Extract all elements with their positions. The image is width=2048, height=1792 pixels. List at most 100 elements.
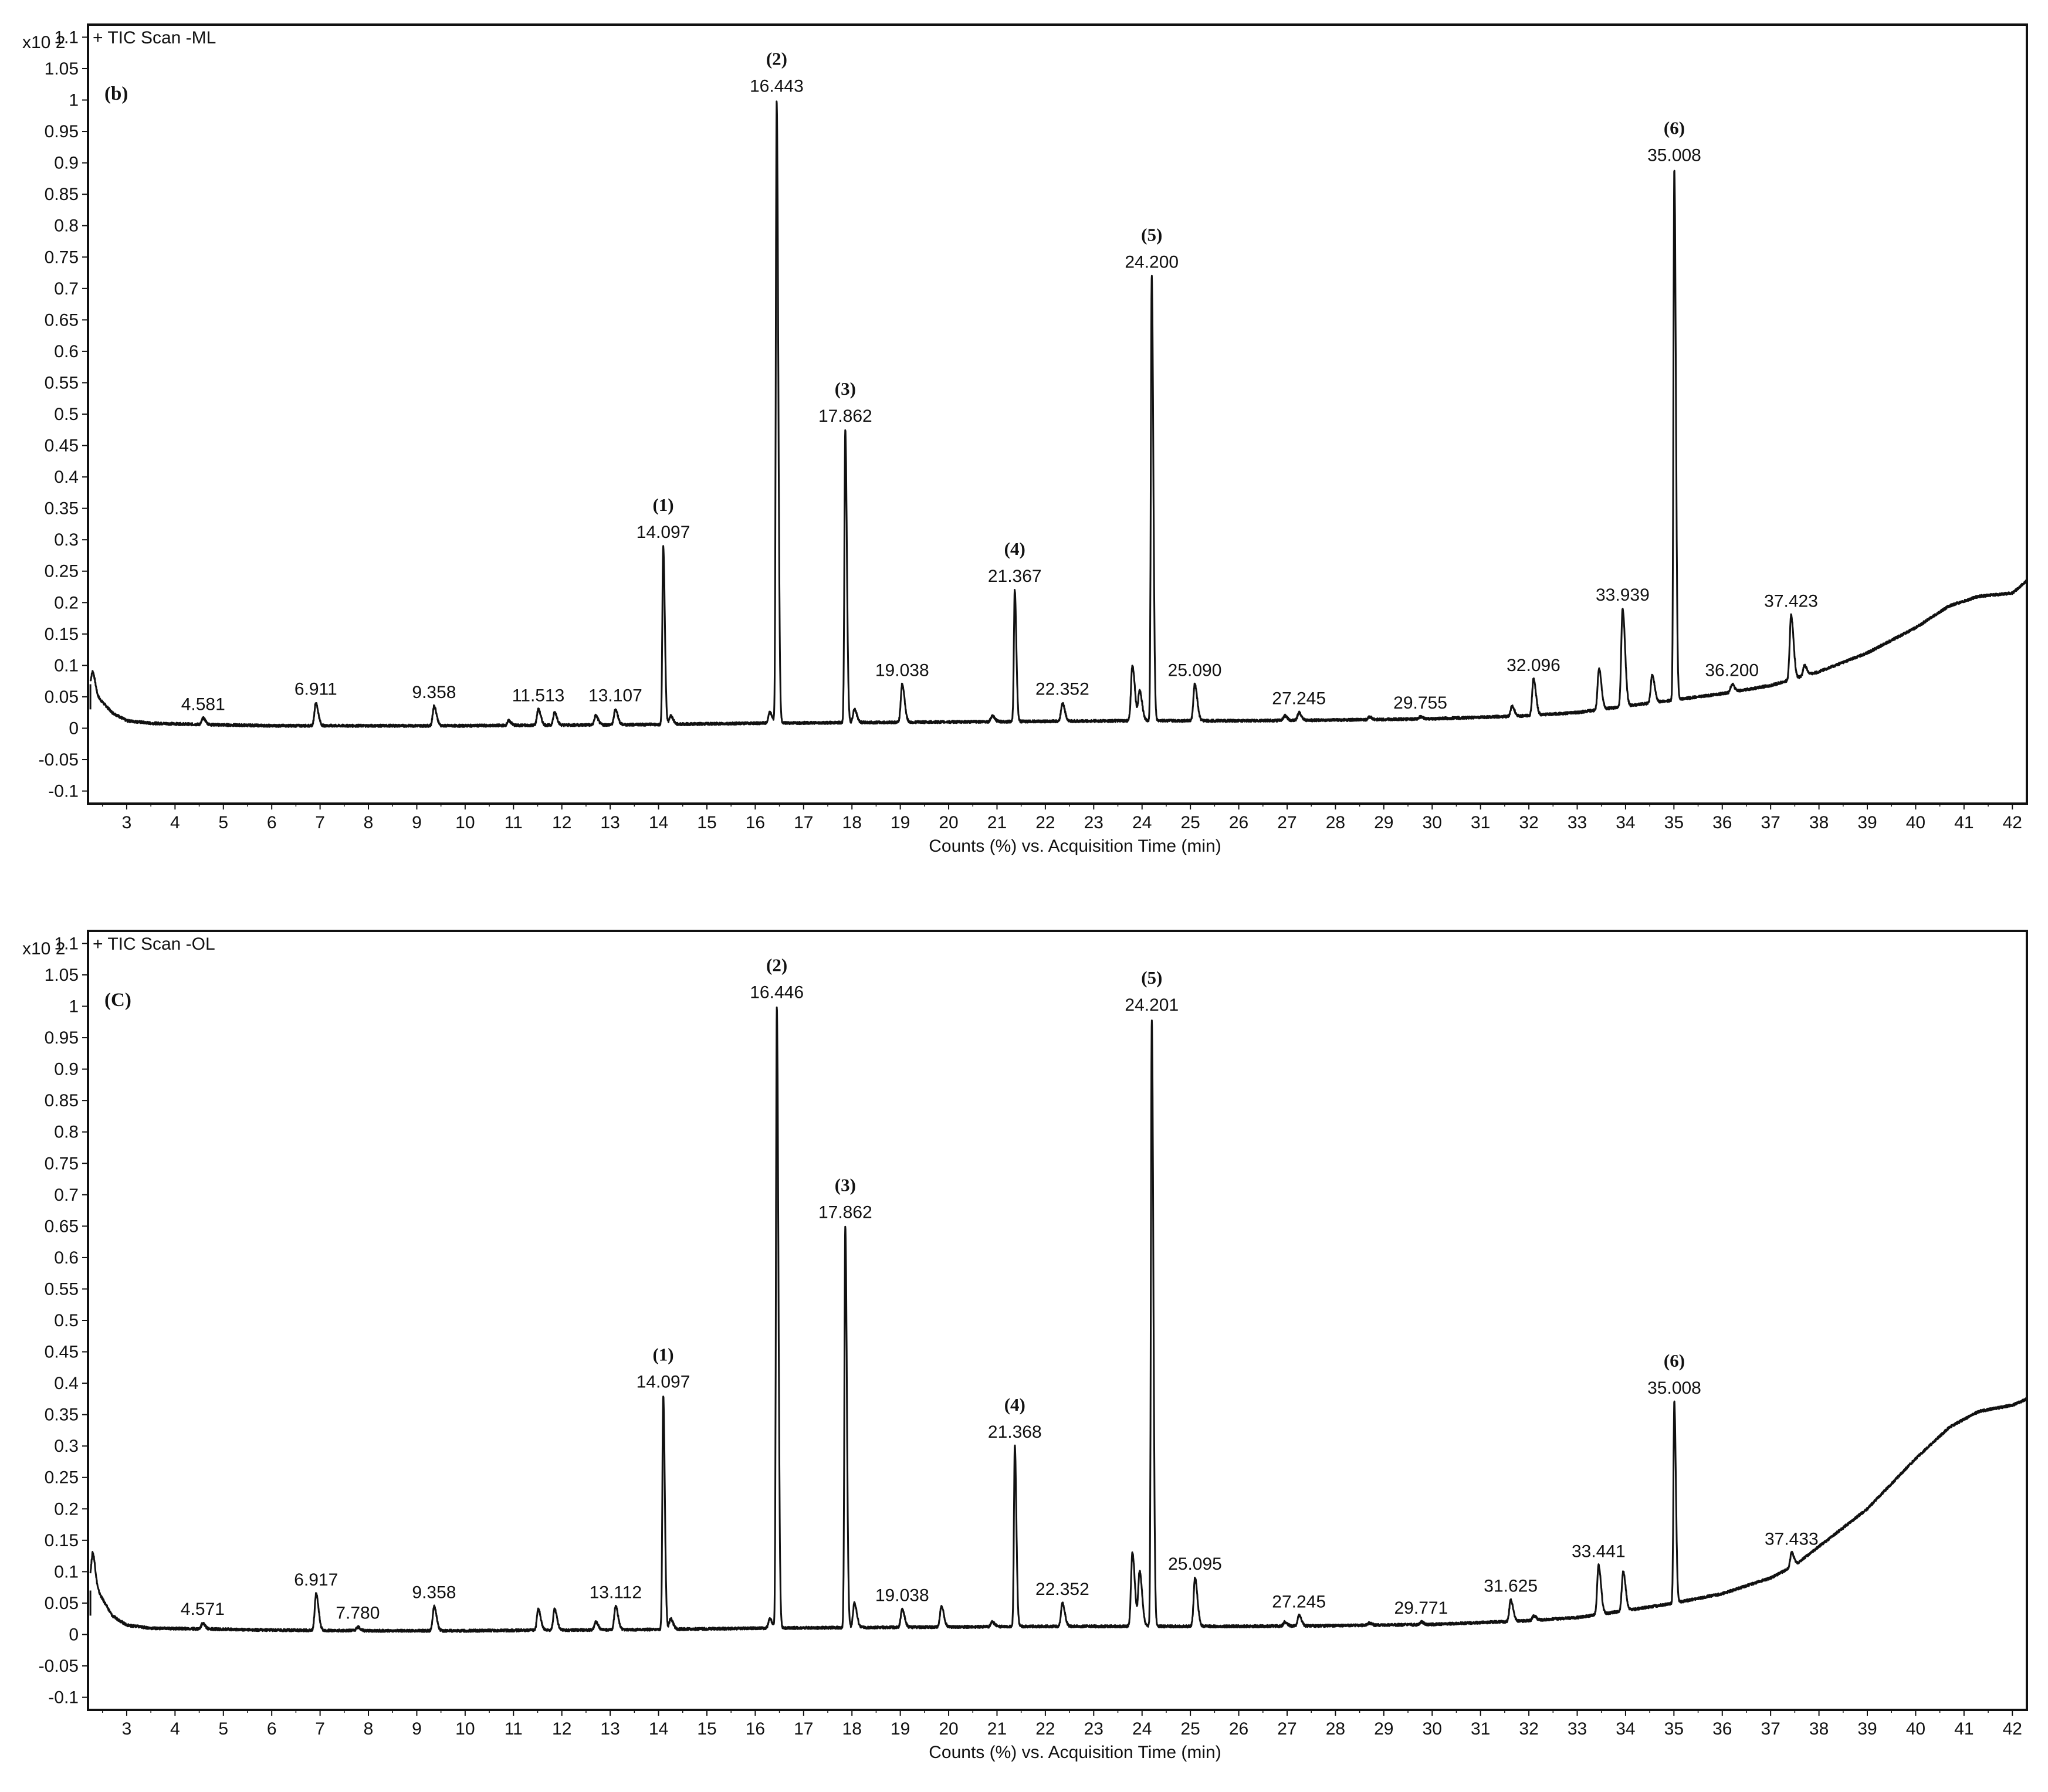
y-tick-label: 0.65 <box>45 1217 79 1236</box>
x-tick-label: 19 <box>891 1719 910 1739</box>
x-tick-label: 17 <box>794 1719 813 1739</box>
peak-label: 11.513 <box>512 686 565 705</box>
peak-label: 17.862 <box>818 1202 872 1222</box>
x-tick-label: 9 <box>412 1719 422 1739</box>
peak-label: 16.446 <box>750 983 804 1002</box>
y-tick-label: 0.75 <box>45 1154 79 1173</box>
peak-label: 9.358 <box>412 1583 456 1602</box>
y-tick-label: 0.6 <box>54 342 79 361</box>
peak-label: 37.423 <box>1764 592 1818 611</box>
x-tick-label: 4 <box>170 1719 180 1739</box>
x-tick-label: 36 <box>1712 1719 1732 1739</box>
peak-label: 4.571 <box>181 1600 225 1619</box>
x-tick-label: 34 <box>1616 813 1635 832</box>
peak-id-label: (5) <box>1141 967 1162 988</box>
peak-label: 21.368 <box>988 1422 1042 1442</box>
peak-label: 6.917 <box>294 1570 338 1590</box>
y-tick-label: 0.2 <box>54 593 79 612</box>
x-tick-label: 33 <box>1568 1719 1587 1739</box>
y-tick-label: 0.9 <box>54 1060 79 1079</box>
x-tick-label: 8 <box>364 1719 374 1739</box>
y-tick-label: 1.1 <box>54 28 79 47</box>
x-tick-label: 15 <box>697 813 716 832</box>
tic-trace <box>89 1006 2028 1633</box>
y-tick-label: 0.5 <box>54 405 79 424</box>
x-tick-label: 23 <box>1084 1719 1103 1739</box>
x-tick-label: 5 <box>218 813 228 832</box>
peak-id-label: (4) <box>1004 538 1025 559</box>
peak-label: 37.433 <box>1765 1529 1819 1549</box>
peak-label: 13.112 <box>590 1583 642 1602</box>
x-tick-label: 32 <box>1519 813 1538 832</box>
y-tick-label: 0.1 <box>54 1562 79 1581</box>
y-tick-label: 0.15 <box>45 1531 79 1550</box>
peak-label: 14.097 <box>637 523 690 542</box>
peak-label: 32.096 <box>1507 656 1560 675</box>
x-tick-label: 35 <box>1664 1719 1684 1739</box>
peak-id-label: (1) <box>652 1344 673 1365</box>
peak-label: 27.245 <box>1272 1592 1326 1611</box>
y-tick-label: 0.8 <box>54 1123 79 1142</box>
y-tick-label: 0.55 <box>45 1279 79 1299</box>
x-tick-label: 7 <box>315 813 325 832</box>
y-tick-label: 0.7 <box>54 1185 79 1205</box>
y-tick-label: 1 <box>69 997 79 1017</box>
peak-label: 22.352 <box>1035 680 1089 699</box>
x-tick-label: 6 <box>267 813 277 832</box>
y-tick-label: -0.05 <box>39 750 79 770</box>
x-tick-label: 16 <box>746 813 765 832</box>
y-tick-label: 0.35 <box>45 1405 79 1425</box>
y-tick-label: 0.1 <box>54 656 79 675</box>
peak-id-label: (6) <box>1664 1350 1685 1371</box>
y-tick-label: 0.4 <box>54 1374 79 1393</box>
tic-trace <box>89 100 2028 728</box>
y-tick-label: 0.25 <box>45 562 79 581</box>
x-tick-label: 42 <box>2003 813 2022 832</box>
y-tick-label: 0 <box>69 719 79 738</box>
x-tick-label: 34 <box>1616 1719 1635 1739</box>
peak-label: 25.090 <box>1168 661 1222 680</box>
x-tick-label: 10 <box>455 813 475 832</box>
x-tick-label: 42 <box>2003 1719 2022 1739</box>
x-tick-label: 14 <box>649 1719 668 1739</box>
x-tick-label: 37 <box>1761 813 1780 832</box>
x-tick-label: 3 <box>122 813 132 832</box>
x-tick-label: 7 <box>315 1719 325 1739</box>
peak-label: 7.780 <box>336 1604 380 1623</box>
y-tick-label: 0.7 <box>54 279 79 299</box>
x-tick-label: 5 <box>218 1719 228 1739</box>
x-tick-label: 30 <box>1423 1719 1442 1739</box>
peak-id-label: (5) <box>1141 224 1162 245</box>
x-tick-label: 29 <box>1374 813 1393 832</box>
peak-label: 19.038 <box>875 661 929 680</box>
x-tick-label: 18 <box>842 1719 862 1739</box>
y-tick-label: 1.1 <box>54 934 79 953</box>
y-tick-label: 1 <box>69 91 79 110</box>
x-tick-label: 18 <box>842 813 862 832</box>
y-tick-label: 0.65 <box>45 310 79 330</box>
y-tick-label: 1.05 <box>45 966 79 985</box>
peak-label: 9.358 <box>412 683 456 702</box>
peak-id-label: (2) <box>766 49 787 69</box>
panel-tag: (C) <box>104 990 131 1011</box>
x-tick-label: 32 <box>1519 1719 1538 1739</box>
x-tick-label: 41 <box>1954 813 1973 832</box>
y-tick-label: 0.05 <box>45 1594 79 1613</box>
x-tick-label: 39 <box>1857 1719 1877 1739</box>
x-tick-label: 23 <box>1084 813 1103 832</box>
x-tick-label: 40 <box>1906 813 1925 832</box>
y-tick-label: 0.45 <box>45 436 79 456</box>
x-tick-label: 28 <box>1326 1719 1345 1739</box>
x-axis-title: Counts (%) vs. Acquisition Time (min) <box>929 836 1221 856</box>
x-tick-label: 19 <box>891 813 910 832</box>
x-tick-label: 22 <box>1035 813 1055 832</box>
x-tick-label: 16 <box>746 1719 765 1739</box>
y-tick-label: 0.9 <box>54 154 79 173</box>
x-tick-label: 37 <box>1761 1719 1780 1739</box>
y-tick-label: 0.35 <box>45 499 79 519</box>
y-tick-label: -0.05 <box>39 1657 79 1676</box>
peak-label: 21.367 <box>988 567 1042 586</box>
peak-label: 35.008 <box>1647 1378 1701 1398</box>
peak-label: 16.443 <box>750 77 804 96</box>
